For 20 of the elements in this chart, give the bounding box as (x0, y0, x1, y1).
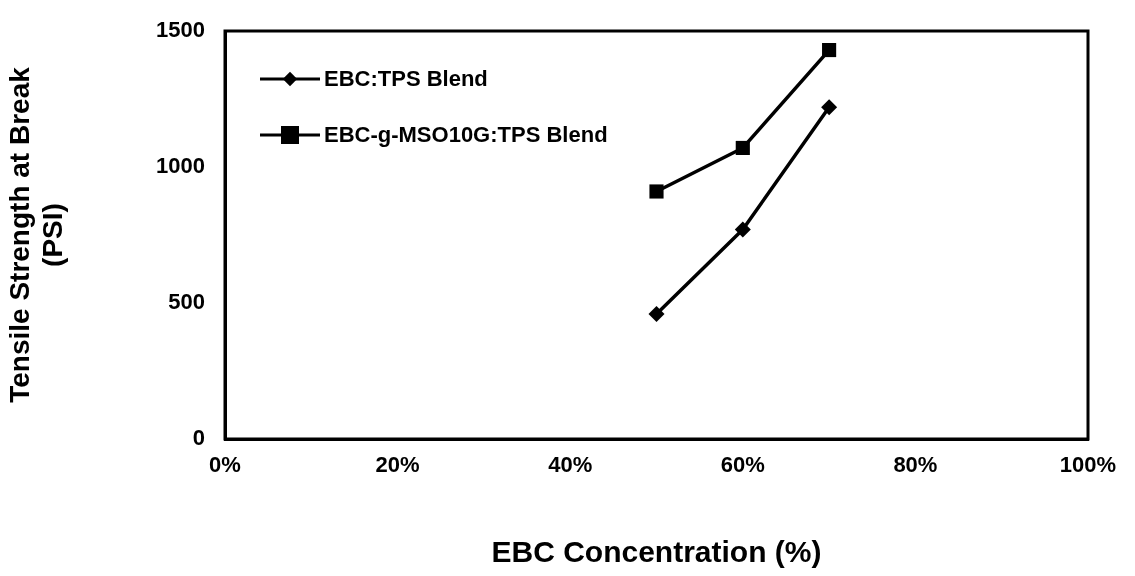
point (649, 184, 664, 199)
point (822, 42, 837, 58)
x-tick-label: 80% (893, 452, 938, 478)
y-axis-title: Tensile Strength at Break (PSI) (3, 66, 69, 403)
y-tick-label: 1000 (156, 153, 205, 179)
point (821, 99, 838, 116)
point (648, 305, 665, 322)
x-tick-label: 20% (375, 452, 420, 478)
x-tick-label: 100% (1059, 452, 1117, 478)
x-tick-label: 40% (548, 452, 593, 478)
point (734, 221, 751, 238)
point (735, 140, 750, 156)
x-tick-label: 0% (209, 452, 241, 478)
legend-label: EBC:TPS Blend (324, 66, 488, 92)
y-tick-label: 500 (168, 289, 205, 315)
x-tick-label: 60% (720, 452, 765, 478)
x-axis-title: EBC Concentration (%) (491, 535, 822, 569)
legend-label: EBC-g-MSO10G:TPS Blend (324, 122, 608, 148)
y-tick-label: 1500 (156, 17, 205, 43)
y-tick-label: 0 (192, 425, 205, 451)
